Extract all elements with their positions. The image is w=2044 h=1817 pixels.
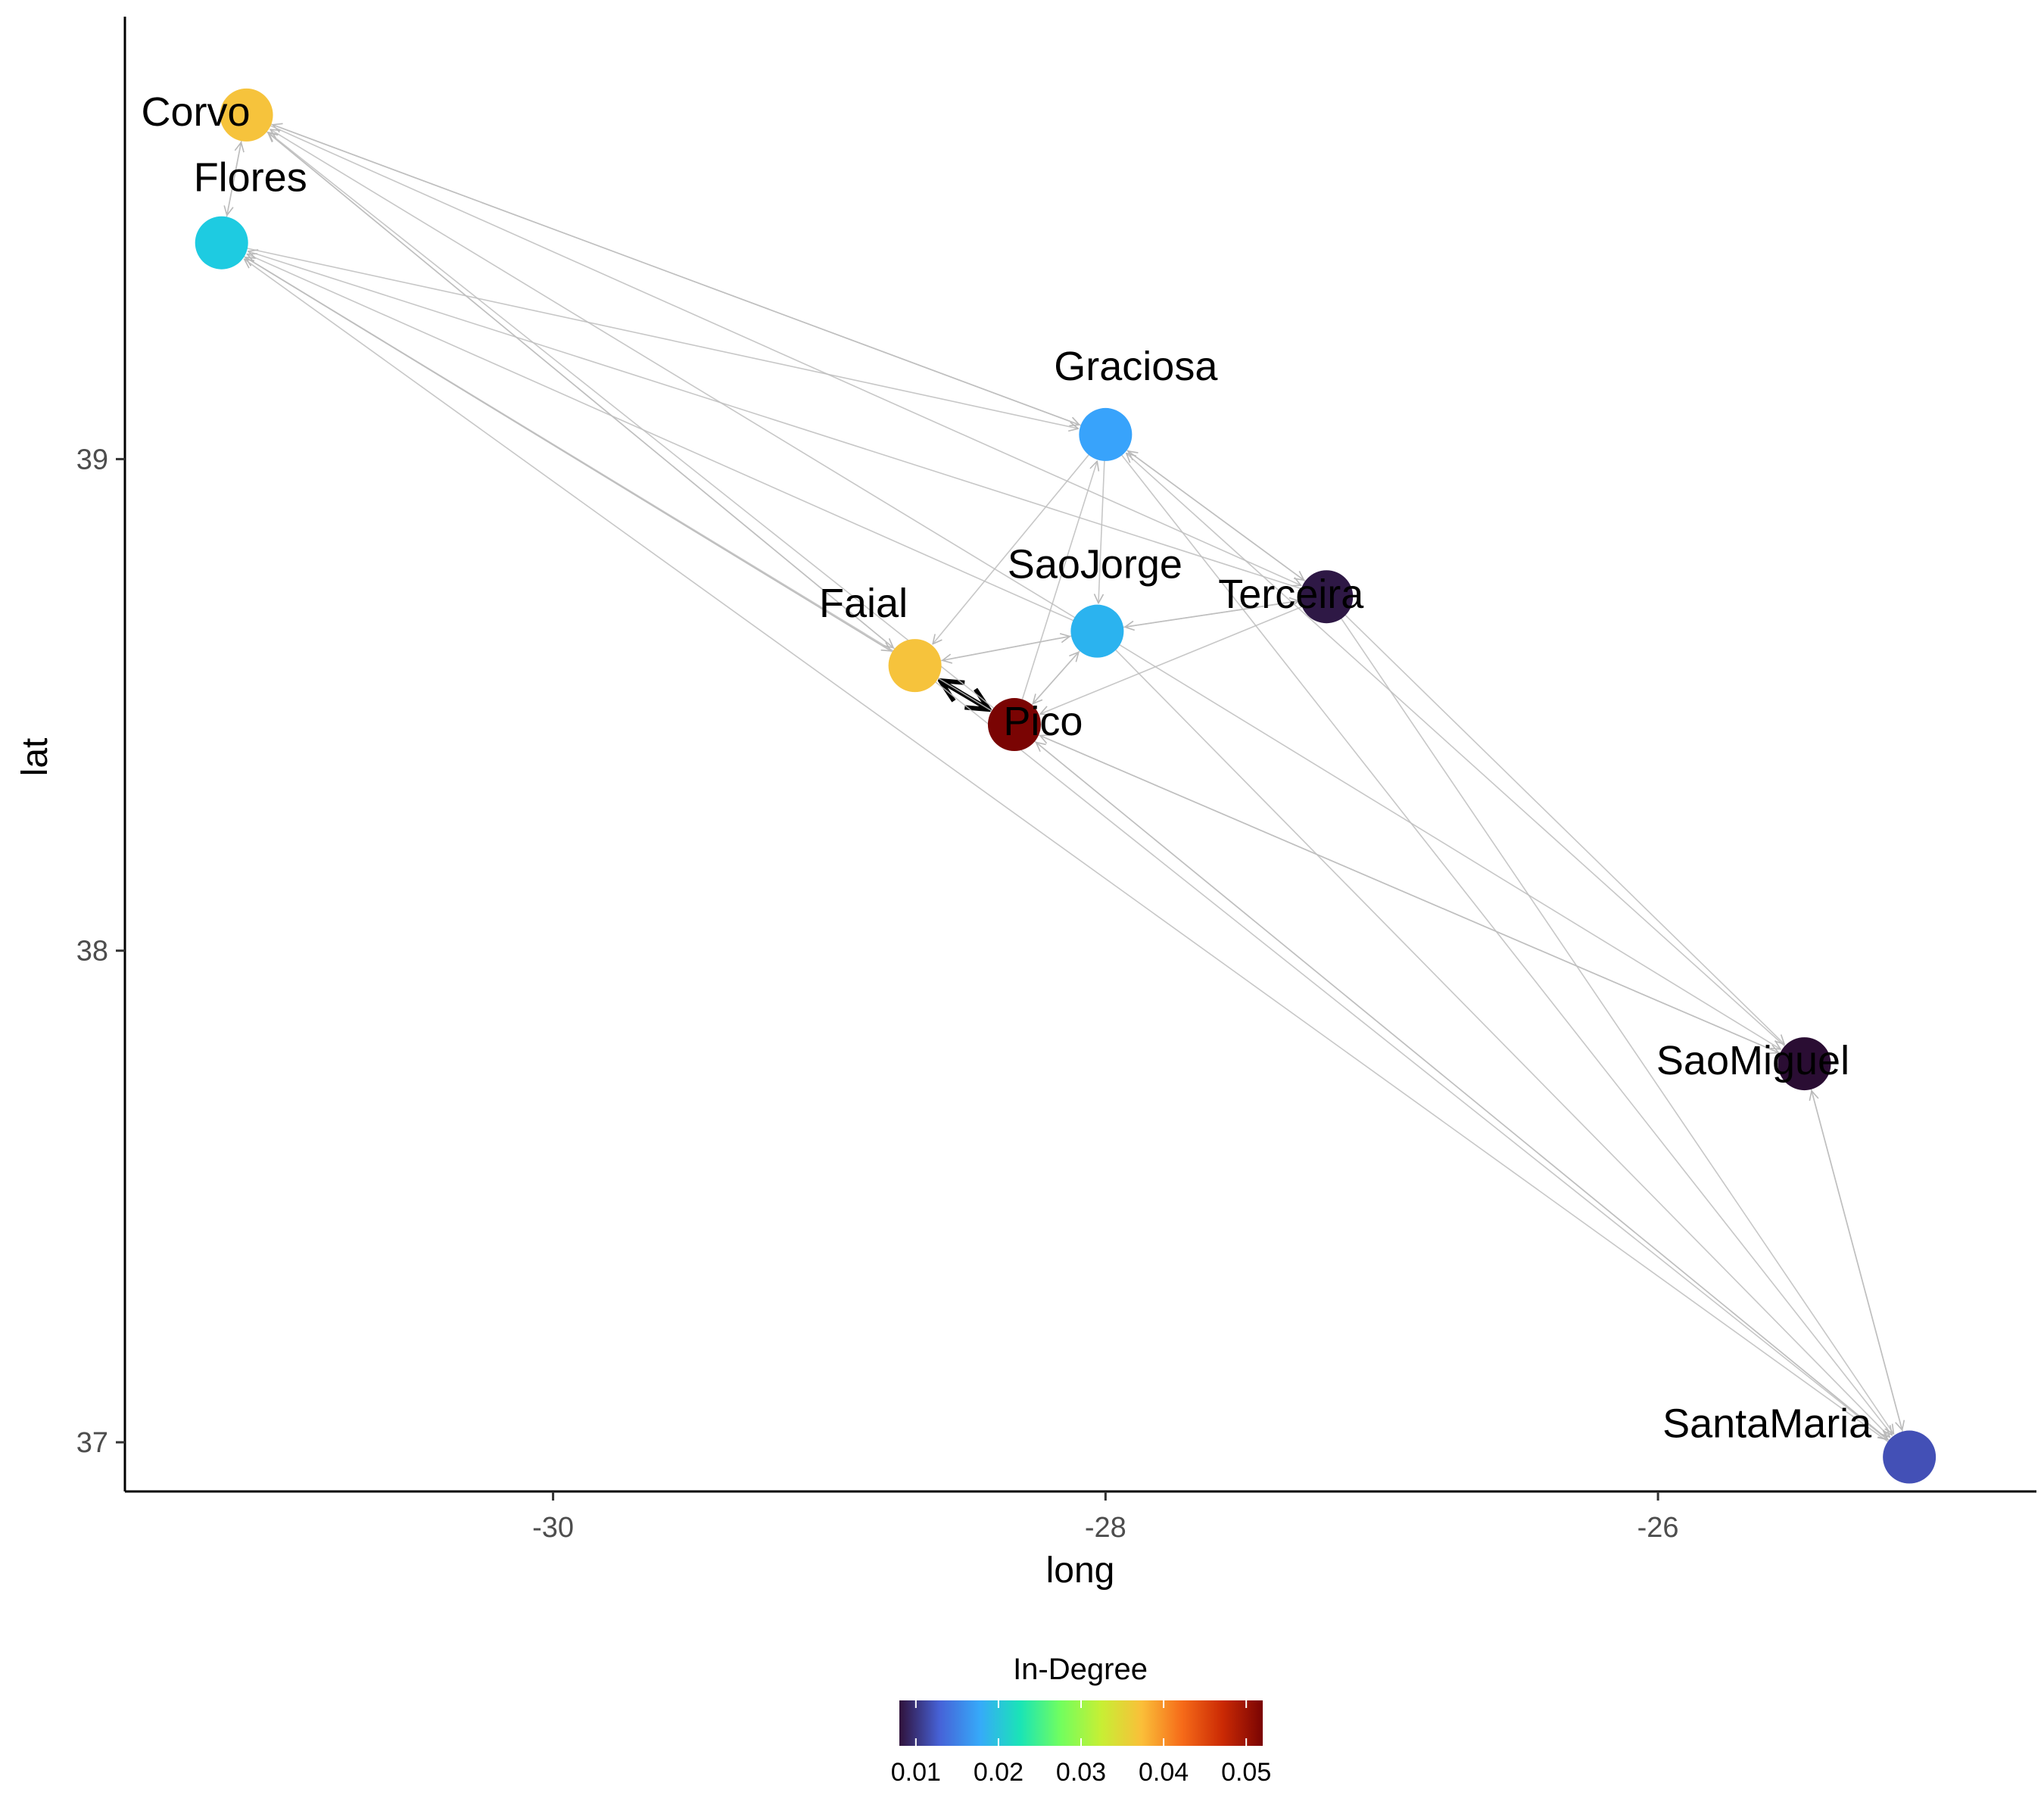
- edge-corvo-to-terceira: [260, 120, 1301, 585]
- node-terceira: [1300, 570, 1354, 624]
- node-label-pico: Pico: [1003, 699, 1083, 744]
- node-label-santamaria: SantaMaria: [1662, 1401, 1872, 1447]
- x-ticks: -30 -28 -26: [532, 1491, 1679, 1544]
- node-label-corvo: Corvo: [142, 89, 251, 135]
- legend-tick-label: 0.05: [1221, 1758, 1271, 1787]
- node-label-saomiguel: SaoMiguel: [1656, 1038, 1849, 1083]
- y-tick-label: 38: [76, 936, 108, 968]
- nodes-layer: [195, 88, 1937, 1484]
- edge-terceira-to-flores: [248, 251, 1312, 593]
- edge-graciosa-to-corvo: [273, 125, 1091, 430]
- edge-faial-to-santamaria: [927, 675, 1887, 1439]
- y-axis-title: lat: [15, 738, 55, 777]
- edge-saojorge-to-faial: [943, 633, 1082, 661]
- x-axis-title: long: [1046, 1551, 1115, 1591]
- edges-layer: [223, 120, 1906, 1448]
- legend-tick-label: 0.04: [1139, 1758, 1189, 1787]
- y-tick-label: 37: [76, 1427, 108, 1459]
- axes: -30 -28 -26 37 38 39 long lat: [15, 17, 2036, 1591]
- node-label-flores: Flores: [194, 155, 307, 201]
- node-santamaria: [1883, 1430, 1937, 1484]
- legend-ticks: 0.01 0.02 0.03 0.04 0.05: [891, 1700, 1271, 1787]
- y-ticks: 37 38 39: [76, 444, 125, 1459]
- edge-terceira-to-santamaria: [1335, 609, 1893, 1434]
- edge-saojorge-to-pico: [1033, 642, 1088, 703]
- node-graciosa: [1079, 407, 1133, 461]
- node-label-terceira: Terceira: [1218, 572, 1364, 617]
- node-corvo: [220, 88, 273, 142]
- edge-pico-to-flores: [245, 257, 1002, 717]
- edge-saojorge-to-corvo: [270, 129, 1084, 624]
- edge-santamaria-to-flores: [245, 259, 1897, 1448]
- edge-pico-to-saomiguel: [1028, 730, 1778, 1052]
- edge-terceira-to-pico: [1040, 602, 1313, 714]
- node-labels-layer: Corvo Flores Graciosa Terceira SaoJorge Faial…: [142, 89, 1873, 1447]
- legend-tick-label: 0.01: [891, 1758, 941, 1787]
- edge-flores-to-graciosa: [237, 245, 1078, 429]
- edge-terceira-to-saomiguel: [1337, 607, 1784, 1044]
- edge-santamaria-to-pico: [1036, 742, 1898, 1448]
- node-label-saojorge: SaoJorge: [1008, 542, 1182, 587]
- edge-pico-to-graciosa: [1018, 461, 1097, 710]
- node-saojorge: [1070, 604, 1124, 658]
- x-tick-label: -26: [1637, 1512, 1679, 1544]
- edge-saojorge-to-santamaria: [1108, 642, 1890, 1438]
- node-saomiguel: [1778, 1037, 1831, 1091]
- legend-tick-label: 0.02: [974, 1758, 1024, 1787]
- edge-graciosa-to-saojorge: [1098, 450, 1106, 603]
- edge-santamaria-to-saomiguel: [1812, 1091, 1906, 1442]
- edge-saojorge-to-saomiguel: [1110, 638, 1781, 1049]
- y-tick-label: 39: [76, 444, 108, 475]
- edge-saomiguel-to-graciosa: [1126, 453, 1793, 1054]
- node-label-faial: Faial: [819, 581, 908, 626]
- legend: In-Degree 0.01 0.02 0.03 0.04 0.05: [891, 1653, 1272, 1787]
- node-label-graciosa: Graciosa: [1054, 344, 1218, 389]
- edge-faial-to-corvo: [268, 132, 903, 656]
- edge-graciosa-to-santamaria: [1114, 446, 1892, 1435]
- node-faial: [888, 639, 942, 693]
- x-tick-label: -30: [532, 1512, 574, 1544]
- edge-pico-to-corvo: [269, 132, 1002, 715]
- edge-saojorge-to-flores: [248, 254, 1083, 625]
- legend-tick-label: 0.03: [1056, 1758, 1106, 1787]
- legend-title: In-Degree: [1013, 1653, 1148, 1686]
- edge-graciosa-to-faial: [933, 446, 1096, 644]
- edge-flores-to-corvo: [223, 142, 241, 228]
- edge-saojorge-to-terceira: [1113, 601, 1298, 630]
- edge-terceira-to-graciosa: [1128, 451, 1314, 588]
- node-flores: [195, 216, 248, 270]
- x-tick-label: -28: [1085, 1512, 1126, 1544]
- node-pico: [987, 698, 1041, 752]
